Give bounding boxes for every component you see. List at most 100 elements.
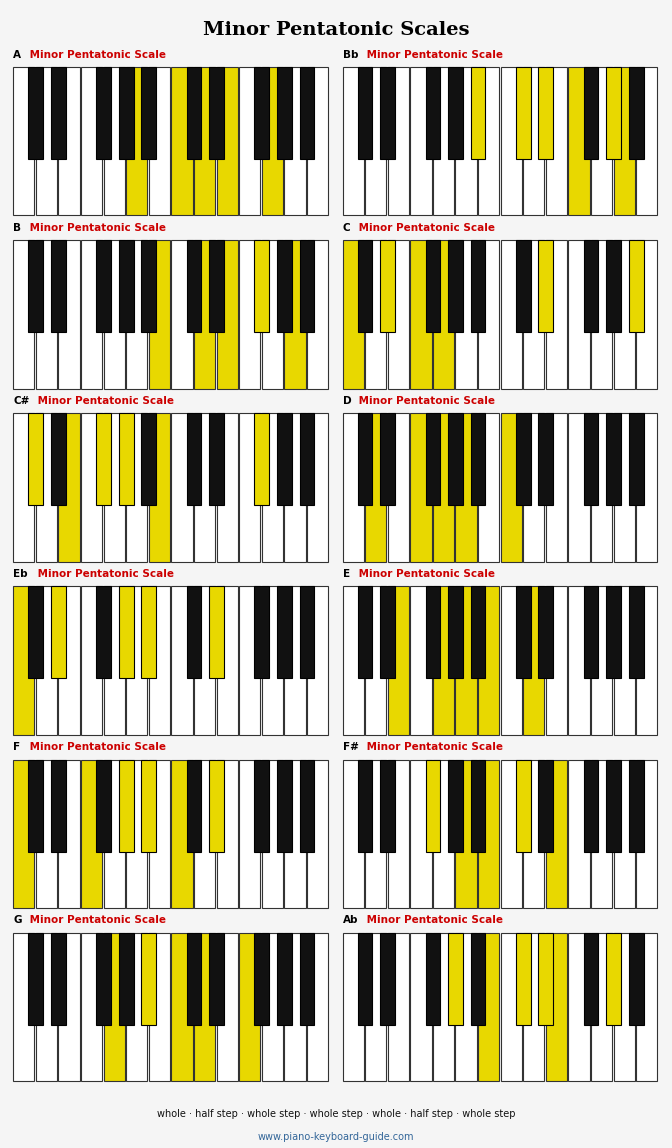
Bar [149, 932, 170, 1081]
Bar [584, 760, 598, 852]
Bar [284, 587, 306, 735]
Bar [614, 413, 635, 561]
Bar [343, 67, 364, 216]
Bar [149, 760, 170, 908]
Text: C#: C# [13, 396, 30, 406]
Bar [629, 760, 644, 852]
Bar [546, 932, 567, 1081]
Bar [209, 67, 224, 158]
Bar [141, 67, 156, 158]
Bar [81, 587, 102, 735]
Bar [187, 413, 202, 505]
Text: D: D [343, 396, 351, 406]
Bar [81, 67, 102, 216]
Bar [388, 240, 409, 388]
Bar [614, 587, 635, 735]
Bar [255, 67, 269, 158]
Bar [614, 760, 635, 908]
Bar [300, 760, 314, 852]
Bar [194, 240, 215, 388]
Bar [478, 587, 499, 735]
Bar [307, 240, 328, 388]
Bar [255, 413, 269, 505]
Bar [425, 760, 440, 852]
Bar [523, 587, 544, 735]
Bar [141, 760, 156, 852]
Bar [470, 932, 485, 1025]
Bar [58, 760, 80, 908]
Bar [501, 932, 522, 1081]
Text: F#: F# [343, 743, 359, 752]
Bar [636, 413, 657, 561]
Bar [411, 240, 431, 388]
Bar [126, 67, 147, 216]
Bar [28, 240, 43, 332]
Bar [380, 932, 395, 1025]
Bar [456, 587, 476, 735]
Bar [171, 67, 193, 216]
Bar [606, 67, 621, 158]
Bar [629, 413, 644, 505]
Bar [307, 67, 328, 216]
Text: Bb: Bb [343, 49, 358, 60]
Bar [171, 413, 193, 561]
Bar [365, 240, 386, 388]
Bar [584, 67, 598, 158]
Bar [36, 932, 57, 1081]
Bar [636, 587, 657, 735]
Bar [358, 587, 372, 678]
Bar [516, 67, 531, 158]
Bar [239, 587, 260, 735]
Bar [584, 240, 598, 332]
Bar [36, 67, 57, 216]
Bar [81, 932, 102, 1081]
Bar [187, 587, 202, 678]
Bar [51, 413, 66, 505]
Bar [456, 413, 476, 561]
Bar [187, 67, 202, 158]
Bar [239, 413, 260, 561]
Bar [636, 760, 657, 908]
Text: Minor Pentatonic Scale: Minor Pentatonic Scale [26, 223, 165, 233]
Bar [636, 932, 657, 1081]
Bar [433, 760, 454, 908]
Bar [425, 240, 440, 332]
Bar [636, 240, 657, 388]
Bar [126, 587, 147, 735]
Bar [261, 240, 283, 388]
Bar [51, 67, 66, 158]
Bar [388, 760, 409, 908]
Bar [433, 587, 454, 735]
Bar [411, 760, 431, 908]
Bar [433, 67, 454, 216]
Bar [478, 760, 499, 908]
Bar [13, 587, 34, 735]
Bar [209, 587, 224, 678]
Bar [569, 67, 589, 216]
Bar [307, 932, 328, 1081]
Bar [546, 760, 567, 908]
Bar [523, 240, 544, 388]
Text: A: A [13, 49, 22, 60]
Bar [194, 760, 215, 908]
Bar [456, 932, 476, 1081]
Bar [171, 760, 193, 908]
Text: Minor Pentatonic Scale: Minor Pentatonic Scale [34, 396, 173, 406]
Bar [149, 587, 170, 735]
Bar [411, 932, 431, 1081]
Bar [58, 587, 80, 735]
Bar [51, 932, 66, 1025]
Bar [300, 240, 314, 332]
Bar [103, 413, 125, 561]
Bar [546, 587, 567, 735]
Bar [255, 587, 269, 678]
Bar [411, 413, 431, 561]
Bar [606, 587, 621, 678]
Bar [58, 240, 80, 388]
Bar [239, 932, 260, 1081]
Bar [187, 240, 202, 332]
Bar [277, 760, 292, 852]
Bar [516, 932, 531, 1025]
Bar [388, 67, 409, 216]
Text: E: E [343, 569, 350, 579]
